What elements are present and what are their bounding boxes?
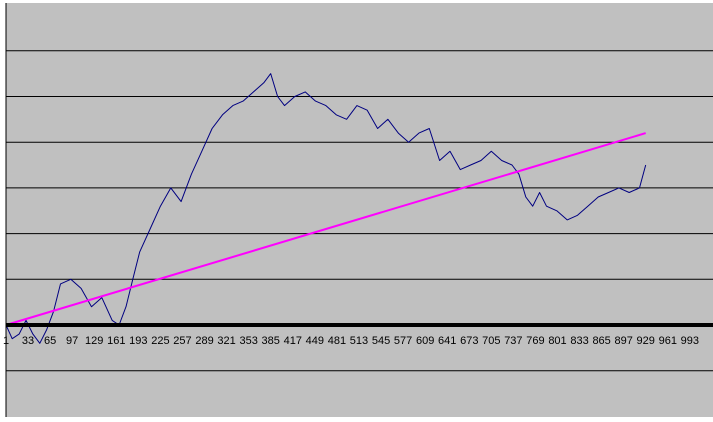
x-tick-label: 353: [239, 335, 257, 347]
x-tick-label: 705: [482, 335, 500, 347]
x-tick-label: 385: [262, 335, 280, 347]
x-tick-label: 833: [570, 335, 588, 347]
x-tick-label: 961: [659, 335, 677, 347]
x-tick-label: 993: [681, 335, 699, 347]
x-tick-label: 257: [173, 335, 191, 347]
plot-area: [6, 3, 713, 417]
x-tick-label: 65: [44, 335, 56, 347]
x-tick-label: 193: [129, 335, 147, 347]
x-tick-label: 321: [217, 335, 235, 347]
x-tick-label: 769: [526, 335, 544, 347]
x-tick-label: 225: [151, 335, 169, 347]
x-tick-label: 97: [66, 335, 78, 347]
x-tick-label: 929: [637, 335, 655, 347]
series-line-2: [5, 132, 646, 326]
x-tick-label: 641: [438, 335, 456, 347]
x-tick-label: 897: [615, 335, 633, 347]
x-tick-label: 513: [350, 335, 368, 347]
x-tick-label: 577: [394, 335, 412, 347]
x-tick-label: 449: [306, 335, 324, 347]
series-line-1: [5, 73, 647, 344]
x-tick-label: 801: [548, 335, 566, 347]
x-tick-label: 161: [107, 335, 125, 347]
x-tick-label: 33: [22, 335, 34, 347]
x-tick-label: 417: [284, 335, 302, 347]
x-tick-label: 545: [372, 335, 390, 347]
x-tick-label: 609: [416, 335, 434, 347]
x-tick-label: 737: [504, 335, 522, 347]
x-tick-label: 129: [85, 335, 103, 347]
x-tick-label: 289: [195, 335, 213, 347]
x-tick-label: 865: [592, 335, 610, 347]
x-tick-label: 673: [460, 335, 478, 347]
x-tick-label: 481: [328, 335, 346, 347]
